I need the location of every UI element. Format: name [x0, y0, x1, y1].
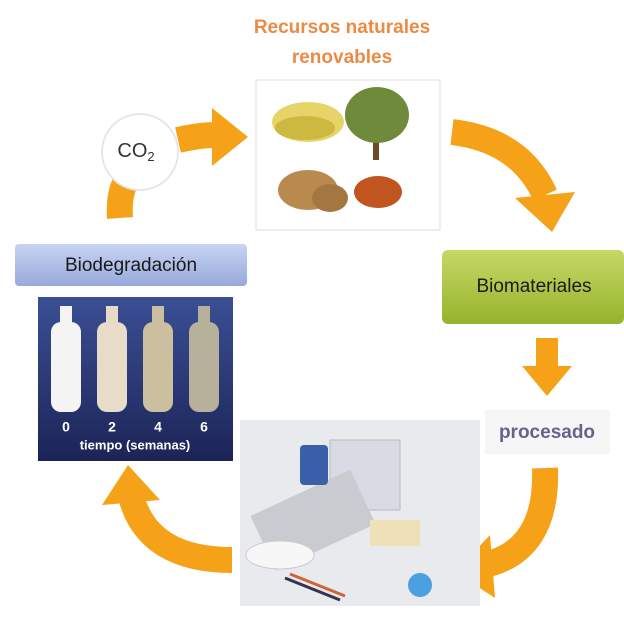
products-photo: [240, 420, 480, 606]
week-label: 0: [62, 419, 70, 435]
cycle-arrow: [536, 338, 558, 368]
arrow-head: [522, 366, 572, 396]
bottle: [143, 322, 173, 412]
bottle: [97, 322, 127, 412]
resources-photo: [256, 80, 440, 230]
stage-label: Biodegradación: [65, 255, 197, 276]
stage-label: Biomateriales: [476, 276, 591, 297]
arrow-head: [102, 465, 160, 505]
co2-subscript: 2: [147, 149, 154, 164]
stage-label: procesado: [499, 422, 595, 443]
title-line: renovables: [292, 47, 392, 68]
bottle: [51, 322, 81, 412]
cycle-arrow: [132, 500, 232, 560]
photo-axis-label: tiempo (semanas): [80, 437, 191, 452]
diagram: Recursos naturales renovables CO2 Biomat…: [0, 0, 624, 617]
arrow-head: [515, 192, 575, 232]
cycle-arrow: [485, 468, 545, 565]
arrow-head: [212, 108, 248, 166]
bottle: [189, 322, 219, 412]
bottle-neck: [60, 306, 72, 326]
bottle-neck: [198, 306, 210, 326]
bottle-neck: [152, 306, 164, 326]
co2-symbol: CO: [117, 140, 147, 162]
week-label: 4: [154, 419, 162, 435]
bottle-neck: [106, 306, 118, 326]
week-label: 2: [108, 419, 116, 435]
week-label: 6: [200, 419, 208, 435]
title-line: Recursos naturales: [254, 17, 430, 38]
cycle-arrow: [178, 135, 215, 140]
cycle-arrow: [452, 132, 545, 195]
